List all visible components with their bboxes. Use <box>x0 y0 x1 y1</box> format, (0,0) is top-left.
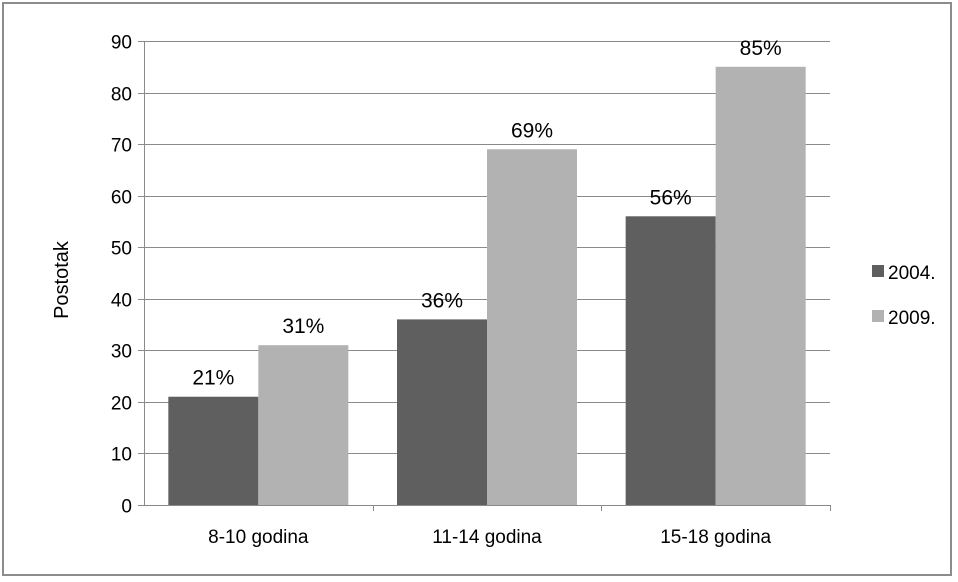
x-tick-label: 15-18 godina <box>660 527 771 548</box>
data-label: 69% <box>511 119 553 142</box>
data-label: 56% <box>650 186 692 209</box>
bar <box>625 216 716 506</box>
y-axis-title: Postotak <box>51 240 73 319</box>
legend-swatch <box>872 310 884 322</box>
axes: 0 10 20 30 40 50 60 70 80 90 8-10 godina 11-14 godi… <box>111 33 831 548</box>
data-label: 31% <box>282 315 324 338</box>
y-tick-label: 20 <box>111 394 132 415</box>
bar <box>258 345 349 505</box>
y-tick-label: 90 <box>111 33 132 54</box>
bar <box>168 396 259 505</box>
x-tick-label: 8-10 godina <box>208 527 309 548</box>
bar <box>397 319 487 505</box>
legend-label: 2004. <box>888 263 936 284</box>
y-tick-label: 40 <box>111 291 132 312</box>
y-tick-label: 80 <box>111 85 132 106</box>
bars <box>168 66 806 506</box>
y-tick-label: 30 <box>111 342 132 363</box>
legend-swatch <box>872 265 884 277</box>
y-tick-label: 10 <box>111 445 132 466</box>
data-label: 21% <box>192 367 234 390</box>
y-tick-label: 70 <box>111 136 132 157</box>
x-tick-label: 11-14 godina <box>432 527 542 548</box>
y-tick-label: 0 <box>121 497 132 518</box>
bar <box>715 66 806 506</box>
y-tick-label: 60 <box>111 188 132 209</box>
legend-label: 2009. <box>888 308 936 329</box>
data-label: 36% <box>421 289 463 312</box>
data-label: 85% <box>740 37 782 60</box>
legend: 2004. 2009. <box>872 263 936 329</box>
data-labels: 21% 31% 36% 69% 56% 85% <box>192 37 781 390</box>
bar <box>487 149 577 505</box>
y-tick-label: 50 <box>111 239 132 260</box>
